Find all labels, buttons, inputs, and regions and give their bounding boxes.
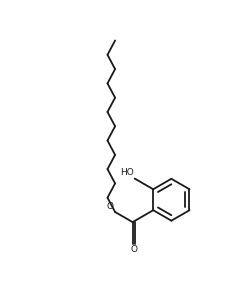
Text: O: O	[107, 202, 114, 211]
Text: HO: HO	[120, 168, 134, 177]
Text: O: O	[130, 245, 138, 254]
